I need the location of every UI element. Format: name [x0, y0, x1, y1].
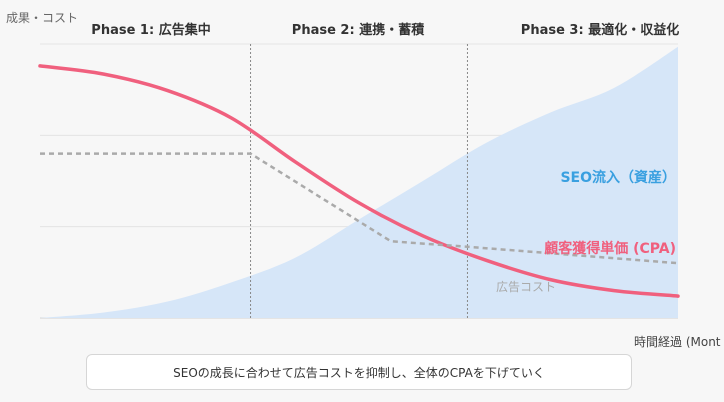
phase-dividers — [250, 44, 468, 318]
seo-area — [40, 46, 678, 319]
area-series — [40, 46, 678, 319]
cpa-series-label: 顧客獲得単価 (CPA) — [544, 240, 676, 257]
cpa-line — [38, 64, 680, 298]
y-axis-label: 成果・コスト — [6, 11, 78, 25]
phase-label-3: Phase 3: 最適化・収益化 — [521, 22, 679, 38]
chart-labels: 成果・コスト Phase 1: 広告集中 Phase 2: 連携・蓄積 Phase 3… — [6, 11, 721, 349]
x-axis-label: 時間経過 (Mont — [634, 335, 721, 349]
seo-series-label: SEO流入（資産） — [560, 169, 676, 186]
phase-label-2: Phase 2: 連携・蓄積 — [292, 22, 425, 38]
phase-label-1: Phase 1: 広告集中 — [91, 22, 210, 38]
caption-box: SEOの成長に合わせて広告コストを抑制し、全体のCPAを下げていく — [86, 354, 632, 390]
line-series — [38, 64, 680, 298]
caption-text: SEOの成長に合わせて広告コストを抑制し、全体のCPAを下げていく — [173, 365, 545, 380]
ad-cost-series-label: 広告コスト — [496, 280, 556, 294]
ad-cost-line — [40, 152, 679, 265]
